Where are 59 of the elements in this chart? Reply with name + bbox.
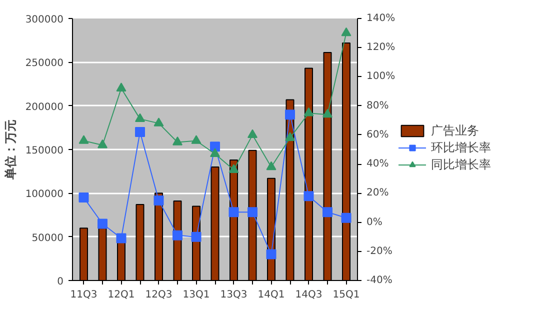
point	[341, 212, 352, 223]
point	[266, 249, 276, 260]
y2-tick-label: -20%	[366, 246, 392, 257]
point	[135, 127, 145, 138]
point	[322, 207, 332, 218]
y2-tick-label: -40%	[366, 275, 392, 286]
point	[266, 161, 276, 170]
point	[172, 230, 182, 240]
y2-tick-label: 0%	[366, 216, 382, 228]
x-tick-label: 14Q1	[258, 290, 285, 300]
point	[98, 139, 108, 148]
point	[304, 107, 314, 116]
y-tick-label: 300000	[25, 14, 64, 26]
point	[322, 108, 332, 118]
point	[116, 82, 126, 92]
y2-tick-label: 20%	[366, 188, 389, 199]
y2-tick-label: 120%	[366, 42, 396, 54]
point	[285, 132, 295, 141]
point	[341, 27, 352, 36]
point	[228, 207, 239, 218]
y2-tick-label: 80%	[366, 100, 389, 112]
point	[116, 233, 126, 244]
y-axis-title: 单位：万元	[3, 120, 18, 180]
point	[304, 191, 314, 202]
point	[154, 118, 164, 126]
x-tick-label: 12Q3	[145, 290, 172, 300]
point	[78, 135, 89, 144]
y2-tick-label: 40%	[366, 158, 389, 170]
y-tick-label: 0	[57, 276, 64, 288]
point	[154, 195, 164, 206]
y-tick-label: 250000	[25, 58, 64, 70]
legend-label: 环比增长率	[431, 139, 491, 156]
point	[285, 110, 295, 120]
point	[228, 164, 239, 173]
point	[78, 192, 89, 203]
legend-label: 同比增长率	[431, 156, 491, 173]
point	[98, 218, 108, 229]
point	[248, 207, 258, 218]
x-tick-label: 12Q1	[108, 290, 135, 300]
point	[172, 136, 182, 146]
y-tick-label: 200000	[25, 102, 64, 113]
point	[135, 113, 145, 122]
legend-label: 广告业务	[431, 122, 479, 139]
point	[248, 129, 258, 138]
x-tick-label: 11Q3	[70, 290, 98, 300]
y2-tick-label: 100%	[366, 71, 396, 82]
point	[210, 142, 220, 152]
x-tick-label: 15Q1	[332, 290, 360, 300]
x-tick-label: 13Q3	[220, 290, 248, 300]
y-tick-label: 100000	[25, 189, 64, 200]
y2-tick-label: 60%	[366, 129, 389, 140]
point	[191, 232, 202, 242]
y-tick-label: 50000	[32, 232, 64, 244]
point	[210, 148, 220, 157]
x-tick-label: 13Q1	[182, 290, 210, 300]
point	[191, 135, 202, 144]
y2-tick-label: 140%	[366, 13, 396, 24]
y-tick-label: 150000	[25, 146, 64, 156]
x-tick-label: 14Q3	[295, 290, 322, 300]
